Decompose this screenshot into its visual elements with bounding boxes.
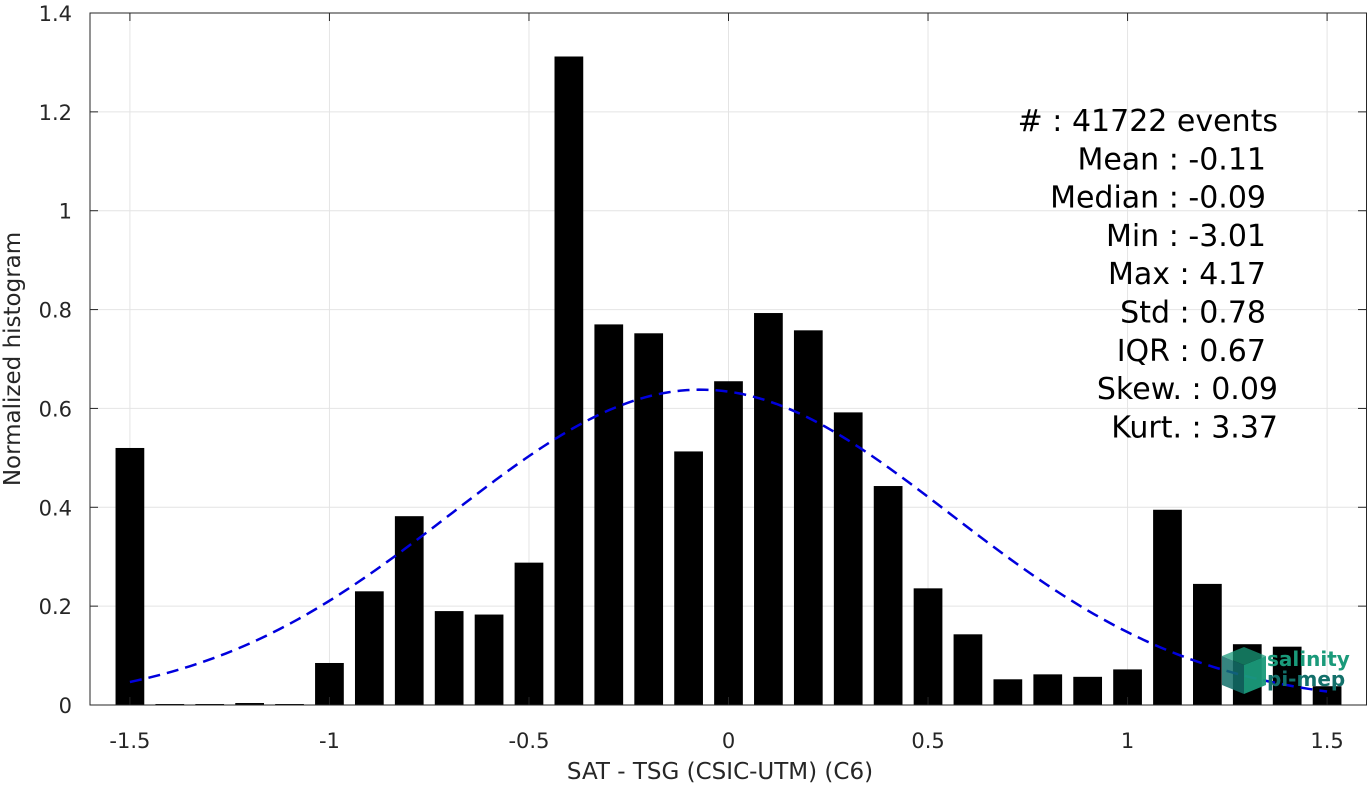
- y-tick-label: 0.4: [39, 496, 72, 520]
- x-tick-label: -1.5: [109, 729, 150, 753]
- stats-line: Skew. : 0.09: [1097, 372, 1278, 407]
- histogram-bars: [115, 56, 1342, 706]
- y-tick-label: 0: [59, 694, 72, 718]
- histogram-bar: [833, 412, 863, 705]
- y-tick-label: 0.8: [39, 299, 72, 323]
- x-tick-label: 1: [1121, 729, 1134, 753]
- histogram-bar: [754, 313, 783, 705]
- stats-line: IQR : 0.67: [1117, 334, 1266, 369]
- histogram-bar: [235, 703, 264, 705]
- histogram-bar: [1153, 509, 1182, 705]
- histogram-bar: [953, 634, 983, 705]
- histogram-bar: [793, 330, 823, 705]
- histogram-bar: [674, 451, 703, 705]
- y-tick-labels: 0 0.2 0.4 0.6 0.8 1 1.2 1.4: [39, 2, 72, 718]
- histogram-bar: [434, 611, 464, 705]
- x-tick-label: -0.5: [508, 729, 549, 753]
- y-tick-label: 1: [59, 200, 72, 224]
- stats-line: Mean : -0.11: [1077, 142, 1266, 177]
- histogram-bar: [394, 516, 424, 705]
- x-tick-label: 1.5: [1310, 729, 1343, 753]
- histogram-bar: [354, 591, 384, 705]
- y-tick-label: 1.4: [39, 2, 72, 26]
- y-tick-label: 0.6: [39, 397, 72, 421]
- histogram-bar: [1033, 674, 1063, 705]
- histogram-bar: [873, 486, 903, 705]
- histogram-bar: [1272, 646, 1302, 705]
- x-tick-label: 0: [722, 729, 735, 753]
- histogram-bar: [594, 324, 624, 705]
- x-tick-label: 0.5: [911, 729, 944, 753]
- stats-line: Max : 4.17: [1108, 257, 1266, 292]
- histogram-bar: [115, 447, 145, 705]
- histogram-bar: [913, 588, 943, 705]
- logo-cube-icon: [1222, 647, 1266, 694]
- y-tick-label: 0.2: [39, 595, 72, 619]
- histogram-bar: [1073, 676, 1103, 705]
- x-axis-title: SAT - TSG (CSIC-UTM) (C6): [567, 759, 873, 785]
- histogram-bar: [993, 679, 1023, 705]
- histogram-bar: [474, 614, 504, 705]
- x-tick-label: -1: [319, 729, 340, 753]
- logo-text-salinity: salinity: [1267, 647, 1350, 671]
- logo-text-pimep: pi-mep: [1267, 667, 1345, 691]
- histogram-bar: [554, 56, 584, 706]
- histogram-bar: [514, 562, 544, 705]
- normal-fit-curve: [129, 388, 1328, 693]
- y-axis-title: Normalized histogram: [0, 232, 26, 486]
- stats-line: # : 41722 events: [1018, 104, 1278, 139]
- stats-line: Std : 0.78: [1120, 296, 1266, 331]
- axis-ticks: [90, 12, 1366, 706]
- salinity-pimep-logo: salinity pi-mep: [1222, 647, 1350, 694]
- x-tick-labels: -1.5 -1 -0.5 0 0.5 1 1.5: [109, 729, 1343, 753]
- stats-line: Kurt. : 3.37: [1111, 410, 1278, 445]
- y-tick-label: 1.2: [39, 101, 72, 125]
- histogram-bar: [634, 333, 664, 705]
- stats-line: Min : -3.01: [1106, 219, 1266, 254]
- histogram-bar: [1193, 583, 1222, 705]
- histogram-bar: [714, 381, 743, 705]
- grid-lines: [90, 12, 1367, 706]
- stats-line: Median : -0.09: [1050, 181, 1266, 216]
